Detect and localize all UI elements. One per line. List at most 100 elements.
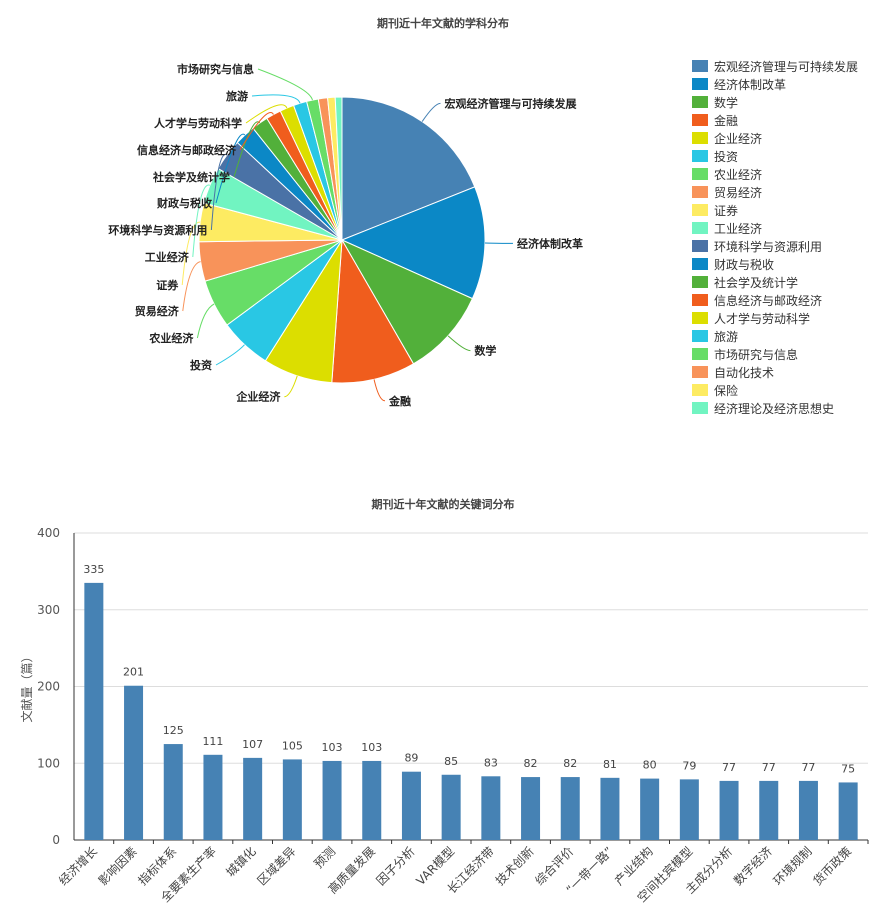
legend-item[interactable]: 人才学与劳动科学: [692, 310, 810, 326]
pie-leader-line: [181, 221, 201, 286]
legend-item[interactable]: 市场研究与信息: [692, 346, 798, 362]
legend-item[interactable]: 自动化技术: [692, 364, 774, 380]
legend-item[interactable]: 金融: [692, 112, 738, 128]
pie-slice-label: 企业经济: [235, 390, 281, 404]
bar-value-label: 335: [83, 563, 104, 576]
legend-item[interactable]: 证券: [692, 202, 738, 218]
legend-label: 数学: [714, 95, 739, 110]
bar: [719, 780, 739, 840]
legend-label: 金融: [714, 113, 739, 128]
pie-slice-label: 贸易经济: [135, 304, 180, 318]
pie-slice-label: 金融: [388, 394, 411, 408]
bar-value-label: 89: [404, 752, 418, 765]
legend-item[interactable]: 农业经济: [692, 166, 762, 182]
pie-slice-label: 投资: [190, 358, 212, 372]
bar: [203, 754, 223, 840]
pie-leader-line: [210, 153, 228, 231]
pie-slice-label: 经济体制改革: [517, 236, 583, 250]
legend-swatch: [692, 204, 708, 216]
legend-item[interactable]: 社会学及统计学: [692, 274, 798, 290]
bar: [243, 757, 263, 840]
bar-value-label: 103: [322, 741, 343, 754]
legend-label: 人才学与劳动科学: [714, 311, 811, 326]
bar-value-label: 107: [242, 738, 263, 751]
pie-slice-label: 工业经济: [145, 250, 190, 264]
bar-value-label: 81: [603, 758, 617, 771]
x-tick-label: 经济增长: [55, 844, 100, 889]
legend-swatch: [692, 384, 708, 396]
pie-leader-line: [373, 379, 386, 402]
pie-slice-label: 农业经济: [148, 331, 194, 345]
pie-slice-label: 宏观经济管理与可持续发展: [444, 96, 577, 110]
legend-label: 宏观经济管理与可持续发展: [714, 59, 859, 74]
legend-label: 信息经济与邮政经济: [714, 293, 823, 308]
legend-swatch: [692, 222, 708, 234]
bar: [481, 776, 501, 840]
bar-value-label: 103: [361, 741, 382, 754]
legend-label: 农业经济: [714, 167, 763, 182]
x-tick-label: 影响因素: [95, 844, 140, 889]
pie-slice-label: 旅游: [226, 89, 248, 103]
pie-leader-line: [447, 335, 471, 352]
pie-leader-line: [239, 112, 274, 151]
legend-swatch: [692, 132, 708, 144]
x-tick-label: 城镇化: [223, 844, 258, 879]
bar: [560, 777, 580, 840]
legend-item[interactable]: 旅游: [692, 328, 738, 344]
legend-item[interactable]: 数学: [692, 94, 738, 110]
legend-swatch: [692, 330, 708, 342]
bar-value-label: 77: [762, 761, 776, 774]
x-tick-label: 预测: [311, 844, 338, 871]
pie-slice: [331, 238, 415, 384]
legend-item[interactable]: 保险: [692, 382, 738, 398]
pie-slice-label: 人才学与劳动科学: [154, 116, 242, 130]
bar-value-label: 82: [563, 757, 577, 770]
legend-swatch: [692, 78, 708, 90]
pie-leader-line: [196, 303, 215, 339]
pie-leader-line: [192, 184, 211, 258]
legend-item[interactable]: 投资: [692, 148, 738, 164]
legend-swatch: [692, 168, 708, 180]
pie-chart-title: 期刊近十年文献的学科分布: [377, 17, 509, 30]
pie-slice-label: 社会学及统计学: [152, 170, 230, 184]
pie-leader-line: [215, 133, 246, 204]
legend-swatch: [692, 312, 708, 324]
legend-item[interactable]: 贸易经济: [692, 184, 762, 200]
legend-swatch: [692, 294, 708, 306]
legend-item[interactable]: 经济理论及经济思想史: [692, 400, 834, 416]
legend-swatch: [692, 402, 708, 414]
legend-item[interactable]: 环境科学与资源利用: [692, 238, 822, 254]
bar-value-label: 85: [444, 755, 458, 768]
bar-value-label: 201: [123, 666, 144, 679]
pie-leader-line: [284, 375, 298, 398]
legend-item[interactable]: 工业经济: [692, 220, 762, 236]
legend-swatch: [692, 276, 708, 288]
bar: [759, 780, 779, 840]
legend-label: 保险: [714, 383, 739, 398]
legend-label: 证券: [714, 203, 739, 218]
bar-value-label: 80: [643, 759, 657, 772]
bar-value-label: 105: [282, 739, 303, 752]
legend-label: 环境科学与资源利用: [714, 239, 823, 254]
x-tick-label: 环境规制: [770, 844, 815, 889]
pie-slice-label: 数学: [474, 344, 496, 358]
legend-item[interactable]: 经济体制改革: [692, 76, 786, 92]
bar: [163, 744, 183, 840]
legend-item[interactable]: 宏观经济管理与可持续发展: [692, 58, 858, 74]
legend-item[interactable]: 信息经济与邮政经济: [692, 292, 822, 308]
legend-item[interactable]: 企业经济: [692, 130, 762, 146]
legend-swatch: [692, 96, 708, 108]
pie-slice-label: 信息经济与邮政经济: [137, 143, 237, 157]
legend-label: 投资: [714, 149, 739, 164]
legend-item[interactable]: 财政与税收: [692, 256, 774, 272]
legend-label: 经济体制改革: [714, 77, 787, 92]
legend-swatch: [692, 240, 708, 252]
bar-value-label: 79: [682, 759, 696, 772]
bar: [322, 760, 342, 840]
pie-slice-label: 证券: [156, 278, 179, 292]
bar: [640, 778, 660, 840]
legend-label: 贸易经济: [714, 185, 763, 200]
legend-swatch: [692, 60, 708, 72]
